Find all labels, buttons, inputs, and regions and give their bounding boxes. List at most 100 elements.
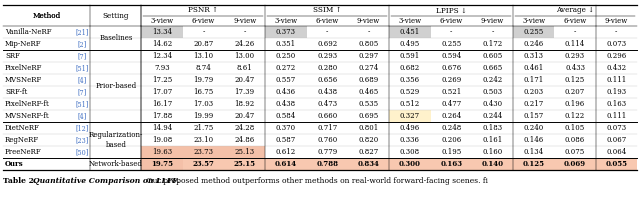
- Text: 0.438: 0.438: [276, 100, 296, 108]
- Text: 0.073: 0.073: [606, 40, 627, 48]
- Text: 0.125: 0.125: [523, 160, 545, 168]
- Text: Quantitative Comparison on LLFF.: Quantitative Comparison on LLFF.: [33, 177, 179, 185]
- Text: 16.75: 16.75: [193, 88, 214, 96]
- Text: 17.39: 17.39: [235, 88, 255, 96]
- Text: Method: Method: [33, 12, 61, 20]
- Text: 0.477: 0.477: [441, 100, 461, 108]
- Bar: [141, 146, 183, 158]
- Text: MVSNeRF-ft: MVSNeRF-ft: [5, 112, 50, 120]
- Text: 0.269: 0.269: [441, 76, 461, 84]
- Bar: [431, 158, 472, 170]
- Text: 0.591: 0.591: [400, 52, 420, 60]
- Text: 13.00: 13.00: [235, 52, 255, 60]
- Text: 0.297: 0.297: [358, 52, 379, 60]
- Text: SRF: SRF: [5, 52, 20, 60]
- Text: 0.171: 0.171: [524, 76, 544, 84]
- Text: 0.503: 0.503: [483, 88, 502, 96]
- Text: 3-view: 3-view: [522, 17, 545, 25]
- Text: 0.217: 0.217: [524, 100, 544, 108]
- Text: 0.717: 0.717: [317, 124, 337, 132]
- Text: 20.47: 20.47: [235, 76, 255, 84]
- Text: 0.760: 0.760: [317, 136, 337, 144]
- Text: 0.195: 0.195: [441, 148, 461, 156]
- Text: 0.125: 0.125: [565, 76, 585, 84]
- Text: 0.086: 0.086: [565, 136, 585, 144]
- Text: -: -: [202, 28, 205, 36]
- Text: Baselines: Baselines: [99, 34, 132, 42]
- Text: Setting: Setting: [102, 12, 129, 20]
- Text: FreeNeRF: FreeNeRF: [5, 148, 42, 156]
- Text: 0.161: 0.161: [483, 136, 502, 144]
- Bar: [141, 26, 183, 38]
- Text: PixelNeRF-ft: PixelNeRF-ft: [5, 100, 50, 108]
- Text: 0.293: 0.293: [565, 52, 585, 60]
- Text: 0.067: 0.067: [606, 136, 627, 144]
- Text: 0.300: 0.300: [399, 160, 421, 168]
- Text: SRF-ft: SRF-ft: [5, 88, 28, 96]
- Text: [7]: [7]: [77, 52, 86, 60]
- Text: 23.10: 23.10: [193, 136, 214, 144]
- Text: 0.203: 0.203: [524, 88, 544, 96]
- Text: 8.74: 8.74: [196, 64, 211, 72]
- Text: 0.134: 0.134: [524, 148, 544, 156]
- Text: 0.356: 0.356: [400, 76, 420, 84]
- Text: 0.801: 0.801: [358, 124, 379, 132]
- Text: 13.10: 13.10: [193, 52, 214, 60]
- Text: 0.327: 0.327: [400, 112, 420, 120]
- Text: 17.03: 17.03: [193, 100, 214, 108]
- Text: 0.656: 0.656: [317, 76, 337, 84]
- Text: 0.160: 0.160: [483, 148, 502, 156]
- Text: 19.99: 19.99: [193, 112, 214, 120]
- Text: 0.248: 0.248: [441, 124, 461, 132]
- Text: 0.274: 0.274: [358, 64, 379, 72]
- Text: 0.614: 0.614: [275, 160, 297, 168]
- Bar: [266, 158, 307, 170]
- Text: 19.08: 19.08: [152, 136, 172, 144]
- Text: 0.351: 0.351: [276, 40, 296, 48]
- Text: [51]: [51]: [76, 64, 88, 72]
- Text: 0.605: 0.605: [483, 52, 502, 60]
- Text: Our proposed method outperforms other methods on real-world forward-facing scene: Our proposed method outperforms other me…: [144, 177, 488, 185]
- Text: 19.63: 19.63: [152, 148, 172, 156]
- Text: 0.240: 0.240: [524, 124, 544, 132]
- Text: -: -: [367, 28, 370, 36]
- Bar: [224, 146, 266, 158]
- Text: 0.512: 0.512: [400, 100, 420, 108]
- Text: 0.280: 0.280: [317, 64, 337, 72]
- Text: 6-view: 6-view: [440, 17, 463, 25]
- Text: 0.496: 0.496: [400, 124, 420, 132]
- Bar: [389, 158, 431, 170]
- Text: 0.495: 0.495: [400, 40, 420, 48]
- Text: 0.682: 0.682: [400, 64, 420, 72]
- Text: 8.61: 8.61: [237, 64, 253, 72]
- Text: 0.055: 0.055: [605, 160, 627, 168]
- Text: 0.105: 0.105: [565, 124, 585, 132]
- Text: 13.34: 13.34: [152, 28, 172, 36]
- Text: 0.612: 0.612: [276, 148, 296, 156]
- Text: 7.93: 7.93: [154, 64, 170, 72]
- Text: PSNR ↑: PSNR ↑: [188, 7, 218, 14]
- Text: 3-view: 3-view: [398, 17, 421, 25]
- Text: 0.594: 0.594: [441, 52, 461, 60]
- Text: 0.473: 0.473: [317, 100, 337, 108]
- Text: MVSNeRF: MVSNeRF: [5, 76, 42, 84]
- Text: 0.461: 0.461: [524, 64, 544, 72]
- Text: 0.244: 0.244: [483, 112, 502, 120]
- Text: 17.25: 17.25: [152, 76, 172, 84]
- Text: 0.436: 0.436: [276, 88, 296, 96]
- Text: -: -: [326, 28, 328, 36]
- Text: 6-view: 6-view: [563, 17, 587, 25]
- Text: SSIM ↑: SSIM ↑: [313, 7, 342, 14]
- Bar: [224, 158, 266, 170]
- Text: Table 2.: Table 2.: [3, 177, 39, 185]
- Text: 24.86: 24.86: [235, 136, 255, 144]
- Text: 6-view: 6-view: [192, 17, 215, 25]
- Text: 19.75: 19.75: [151, 160, 173, 168]
- Bar: [183, 158, 224, 170]
- Text: 0.122: 0.122: [565, 112, 585, 120]
- Text: -: -: [492, 28, 493, 36]
- Text: 0.521: 0.521: [441, 88, 461, 96]
- Bar: [554, 158, 596, 170]
- Bar: [183, 146, 224, 158]
- Text: [51]: [51]: [76, 100, 88, 108]
